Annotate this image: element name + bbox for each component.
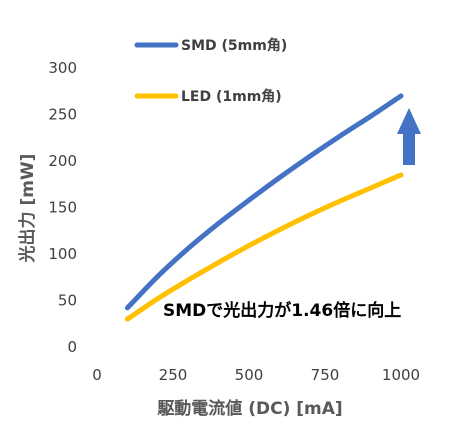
- series-line-1: [124, 172, 404, 322]
- x-axis-ticks: 0 250 500 750 1000: [92, 366, 420, 384]
- x-axis-title: 駆動電流値 (DC) [mA]: [157, 398, 342, 419]
- series-line-0: [124, 93, 404, 311]
- x-tick-label: 1000: [382, 366, 420, 384]
- y-tick-label: 300: [48, 59, 77, 77]
- y-tick-label: 250: [48, 106, 77, 124]
- improvement-annotation: SMDで光出力が1.46倍に向上: [163, 300, 401, 321]
- legend: SMD (5mm角) LED (1mm角): [134, 37, 287, 105]
- x-tick-label: 500: [235, 366, 264, 384]
- y-tick-label: 50: [58, 292, 77, 310]
- x-tick-label: 0: [92, 366, 102, 384]
- x-tick-label: 250: [159, 366, 188, 384]
- legend-label-smd: SMD (5mm角): [181, 37, 287, 54]
- x-tick-label: 750: [311, 366, 340, 384]
- legend-label-led: LED (1mm角): [181, 88, 282, 105]
- y-tick-label: 100: [48, 245, 77, 263]
- y-tick-label: 200: [48, 152, 77, 170]
- y-tick-label: 150: [48, 199, 77, 217]
- y-axis-ticks: 0 50 100 150 200 250 300: [48, 59, 77, 356]
- y-axis-title: 光出力 [mW]: [17, 154, 38, 264]
- improvement-arrow: [397, 108, 421, 165]
- y-tick-label: 0: [67, 338, 77, 356]
- series-lines: [124, 93, 404, 322]
